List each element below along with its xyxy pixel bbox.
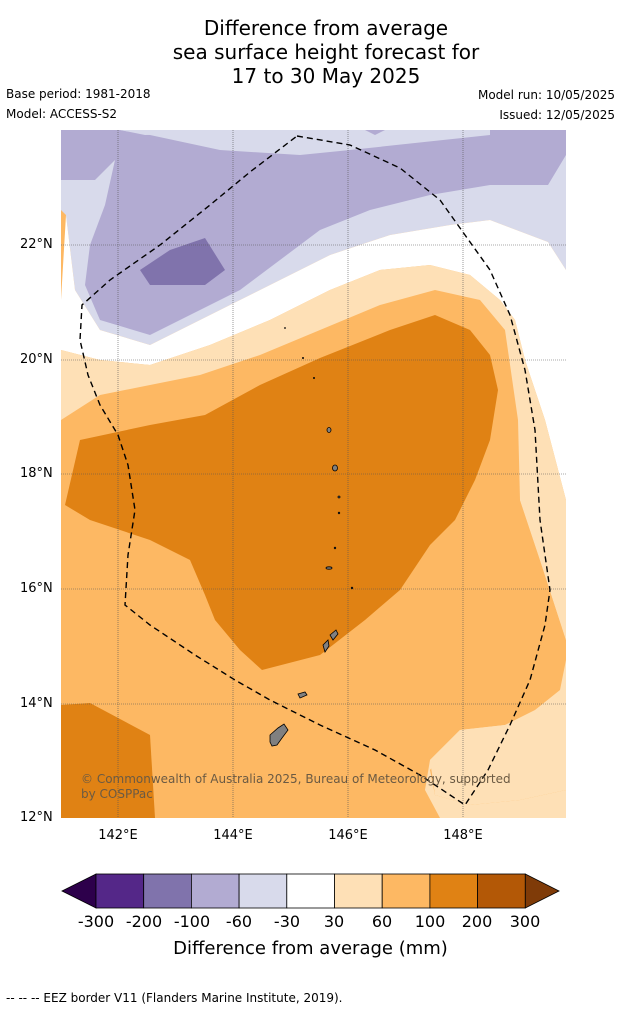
- title-line-1: Difference from average: [203, 16, 449, 40]
- colorbar-label-n300: -300: [77, 912, 115, 931]
- lon-label-142e: 142°E: [98, 828, 138, 843]
- colorbar-label-p300: 300: [509, 912, 541, 931]
- colorbar-label-n200: -200: [125, 912, 163, 931]
- fill-zero-band: [61, 215, 566, 500]
- island-9: [312, 376, 315, 379]
- colorbar-label-p200: 200: [461, 912, 493, 931]
- colorbar: [61, 873, 560, 909]
- model-name: Model: ACCESS-S2: [6, 107, 118, 121]
- forecast-map: [61, 130, 566, 818]
- colorbar-bin-n60: [190, 873, 240, 909]
- lat-label-22n: 22°N: [20, 237, 53, 252]
- colorbar-title: Difference from average (mm): [173, 938, 448, 959]
- colorbar-label-p30: 30: [323, 912, 345, 931]
- colorbar-bin-zero: [286, 873, 335, 909]
- island-8: [301, 356, 304, 359]
- lon-label-146e: 146°E: [328, 828, 368, 843]
- eez-border: [79, 135, 551, 806]
- colorbar-bin-p60: [381, 873, 431, 909]
- fill-p30-band: [61, 265, 566, 640]
- island-7: [350, 586, 354, 590]
- lat-label-20n: 20°N: [20, 352, 53, 367]
- grid-lines: [61, 130, 566, 818]
- colorbar-label-p100: 100: [414, 912, 446, 931]
- fill-p100-sw: [61, 703, 155, 818]
- colorbar-bin-p200: [477, 873, 526, 909]
- colorbar-bin-n100: [143, 873, 192, 909]
- colorbar-bin-p100: [429, 873, 478, 909]
- island-3: [337, 495, 341, 499]
- lon-label-144e: 144°E: [213, 828, 253, 843]
- lat-label-12n: 12°N: [20, 810, 53, 825]
- fill-n100-blob: [140, 238, 225, 285]
- lon-label-148e: 148°E: [443, 828, 483, 843]
- model-run: Model run: 10/05/2025: [477, 88, 615, 102]
- colorbar-label-n60: -60: [225, 912, 253, 931]
- title-line-2: sea surface height forecast for: [172, 40, 480, 64]
- fill-p30-se: [430, 700, 566, 805]
- lat-label-18n: 18°N: [20, 466, 53, 481]
- colorbar-label-p60: 60: [371, 912, 393, 931]
- island-tinian: [322, 639, 330, 653]
- colorbar-label-n100: -100: [173, 912, 211, 931]
- island-6: [325, 566, 333, 570]
- colorbar-min-arrow: [61, 873, 97, 909]
- island-5: [333, 546, 337, 550]
- island-guam: [269, 723, 289, 747]
- islands: [269, 327, 354, 747]
- colorbar-bin-n200: [95, 873, 145, 909]
- base-period: Base period: 1981-2018: [6, 87, 151, 101]
- lat-label-14n: 14°N: [20, 696, 53, 711]
- chart-title: Difference from average sea surface heig…: [0, 16, 621, 88]
- island-4: [337, 511, 341, 515]
- island-1: [326, 427, 332, 433]
- colorbar-bin-n30: [238, 873, 288, 909]
- lat-label-16n: 16°N: [20, 581, 53, 596]
- issued-date: Issued: 12/05/2025: [499, 108, 615, 122]
- eez-legend-note: -- -- -- EEZ border V11 (Flanders Marine…: [6, 991, 343, 1005]
- island-2: [332, 464, 338, 472]
- colorbar-label-n30: -30: [273, 912, 301, 931]
- fill-n30-top-strip: [120, 130, 490, 155]
- fill-p100-main: [65, 315, 498, 670]
- colorbar-bin-p30: [334, 873, 383, 909]
- island-saipan: [329, 629, 339, 641]
- copyright-note: © Commonwealth of Australia 2025, Bureau…: [81, 772, 511, 801]
- island-10: [284, 327, 286, 329]
- colorbar-max-arrow: [524, 873, 560, 909]
- title-line-3: 17 to 30 May 2025: [231, 64, 421, 88]
- island-rota: [297, 691, 308, 699]
